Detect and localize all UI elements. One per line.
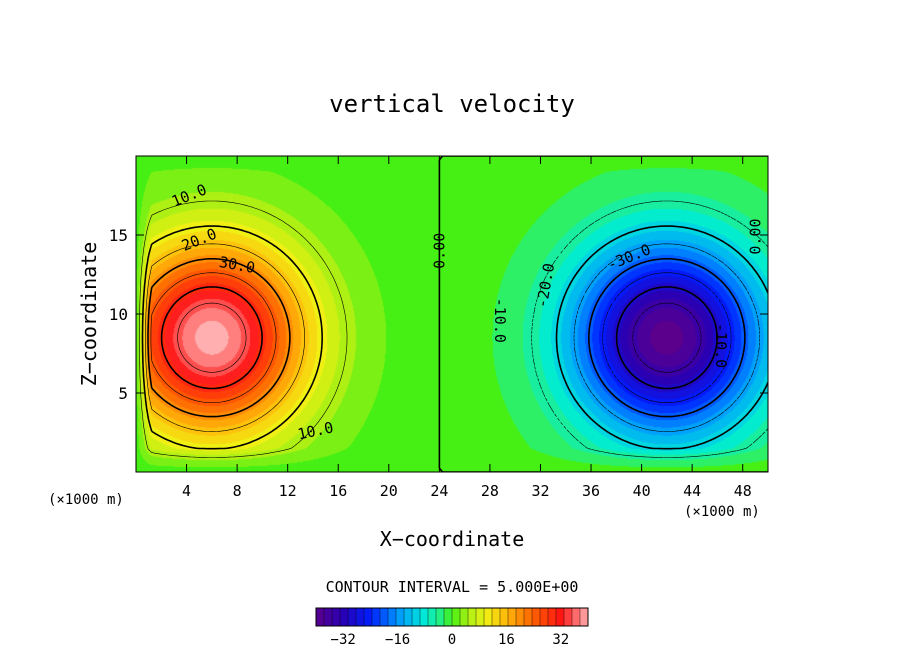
colorbar-segment [348, 608, 357, 626]
colorbar-segment [452, 608, 461, 626]
colorbar-tick-label: 0 [448, 632, 456, 648]
velocity-field [136, 156, 768, 472]
y-axis-label: Z−coordinate [77, 242, 101, 387]
colorbar-segment [484, 608, 493, 626]
contour-line--10 [555, 225, 768, 450]
colorbar-segment [436, 608, 445, 626]
contour-label-6: -10.0 [491, 298, 509, 343]
colorbar-segment [524, 608, 533, 626]
colorbar-segment [420, 608, 429, 626]
colorbar-segment [500, 608, 509, 626]
contour-line--25 [602, 272, 732, 403]
x-tick-label: 8 [233, 482, 242, 500]
x-tick-label: 28 [481, 482, 499, 500]
x-tick-label: 16 [329, 482, 347, 500]
colorbar-tick-label: −16 [385, 632, 410, 648]
colorbar-segment [332, 608, 341, 626]
x-axis-label: X−coordinate [380, 527, 525, 551]
contour-line--5 [531, 200, 768, 458]
colorbar-segment [380, 608, 389, 626]
x-unit-right: (×1000 m) [684, 504, 760, 520]
contour-interval-text: CONTOUR INTERVAL = 5.000E+00 [326, 578, 579, 596]
contour-line-0 [438, 156, 768, 472]
x-tick-label: 44 [683, 482, 701, 500]
y-tick-label: 15 [109, 226, 128, 245]
colorbar-tick-label: −32 [331, 632, 356, 648]
colorbar-segment [324, 608, 333, 626]
colorbar-segment [388, 608, 397, 626]
colorbar-segment [460, 608, 469, 626]
x-tick-label: 12 [279, 482, 297, 500]
contour-label-2: 30.0 [218, 253, 257, 277]
y-tick-label: 5 [118, 384, 128, 403]
colorbar-segment [316, 608, 325, 626]
colorbar-frame [315, 607, 589, 627]
colorbar-segment [516, 608, 525, 626]
colorbar-segment [564, 608, 573, 626]
colorbar-segment [356, 608, 365, 626]
contour-label-5: 0.00 [746, 219, 764, 255]
colorbar-segment [444, 608, 453, 626]
contour-line-30 [160, 286, 263, 390]
contour-line--30 [615, 286, 718, 390]
colorbar-ticks: −32 −16 0 16 32 [331, 632, 570, 648]
contour-line-35 [177, 302, 247, 373]
colorbar-segment [492, 608, 501, 626]
colorbar-segment [404, 608, 413, 626]
x-axis: 4 8 12 16 20 24 28 32 36 40 44 48 [182, 156, 752, 500]
x-tick-label: 48 [734, 482, 752, 500]
colorbar-segment [372, 608, 381, 626]
colorbar-segment [340, 608, 349, 626]
x-tick-label: 20 [380, 482, 398, 500]
colorbar-segment [364, 608, 373, 626]
contour-label-4: 0.00 [430, 233, 448, 269]
y-axis: 5 10 15 [109, 226, 768, 403]
colorbar-tick-label: 32 [552, 632, 569, 648]
colorbar-segment [540, 608, 549, 626]
colorbar-segment [428, 608, 437, 626]
x-tick-label: 4 [182, 482, 191, 500]
colorbar-segment [468, 608, 477, 626]
colorbar-segment [508, 608, 517, 626]
x-tick-label: 40 [633, 482, 651, 500]
contour-line-20 [147, 258, 291, 418]
x-tick-label: 32 [531, 482, 549, 500]
x-unit-left: (×1000 m) [48, 492, 124, 508]
colorbar-segment [572, 608, 581, 626]
colorbar-segment [580, 608, 589, 626]
x-tick-label: 36 [582, 482, 600, 500]
colorbar [316, 608, 589, 626]
contour-line-25 [150, 272, 277, 403]
colorbar-segment [396, 608, 405, 626]
colorbar-segment [412, 608, 421, 626]
contour-line--15 [573, 243, 760, 432]
colorbar-segment [548, 608, 557, 626]
contour-lines [139, 156, 768, 472]
contour-label-9: -10.0 [712, 323, 730, 368]
colorbar-segment [532, 608, 541, 626]
x-tick-label: 24 [430, 482, 448, 500]
contour-line--20 [588, 258, 746, 418]
contour-line-10 [141, 225, 323, 450]
contour-line-5 [139, 200, 348, 458]
colorbar-segment [476, 608, 485, 626]
contour-line--35 [632, 302, 702, 373]
colorbar-tick-label: 16 [498, 632, 515, 648]
contour-line-15 [145, 243, 305, 432]
chart-title: vertical velocity [329, 90, 575, 118]
colorbar-segment [556, 608, 565, 626]
y-tick-label: 10 [109, 305, 128, 324]
